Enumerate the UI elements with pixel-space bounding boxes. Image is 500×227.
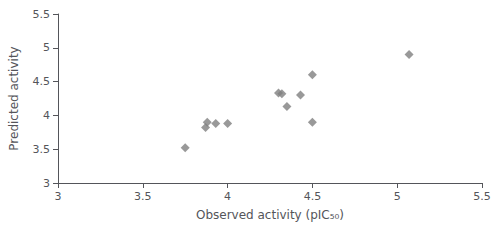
- svg-text:Observed activity (pIC₅₀): Observed activity (pIC₅₀): [196, 208, 344, 222]
- svg-text:5.5: 5.5: [33, 8, 51, 21]
- svg-text:4.5: 4.5: [304, 190, 322, 203]
- svg-text:5: 5: [394, 190, 401, 203]
- svg-text:4.5: 4.5: [33, 75, 51, 88]
- svg-text:4: 4: [43, 109, 50, 122]
- svg-text:4: 4: [224, 190, 231, 203]
- svg-text:3.5: 3.5: [33, 143, 51, 156]
- svg-text:3.5: 3.5: [134, 190, 152, 203]
- svg-text:5.5: 5.5: [473, 190, 491, 203]
- svg-text:5: 5: [43, 41, 50, 54]
- svg-text:Predicted activity: Predicted activity: [7, 46, 21, 150]
- svg-text:3: 3: [55, 190, 62, 203]
- svg-text:3: 3: [43, 177, 50, 190]
